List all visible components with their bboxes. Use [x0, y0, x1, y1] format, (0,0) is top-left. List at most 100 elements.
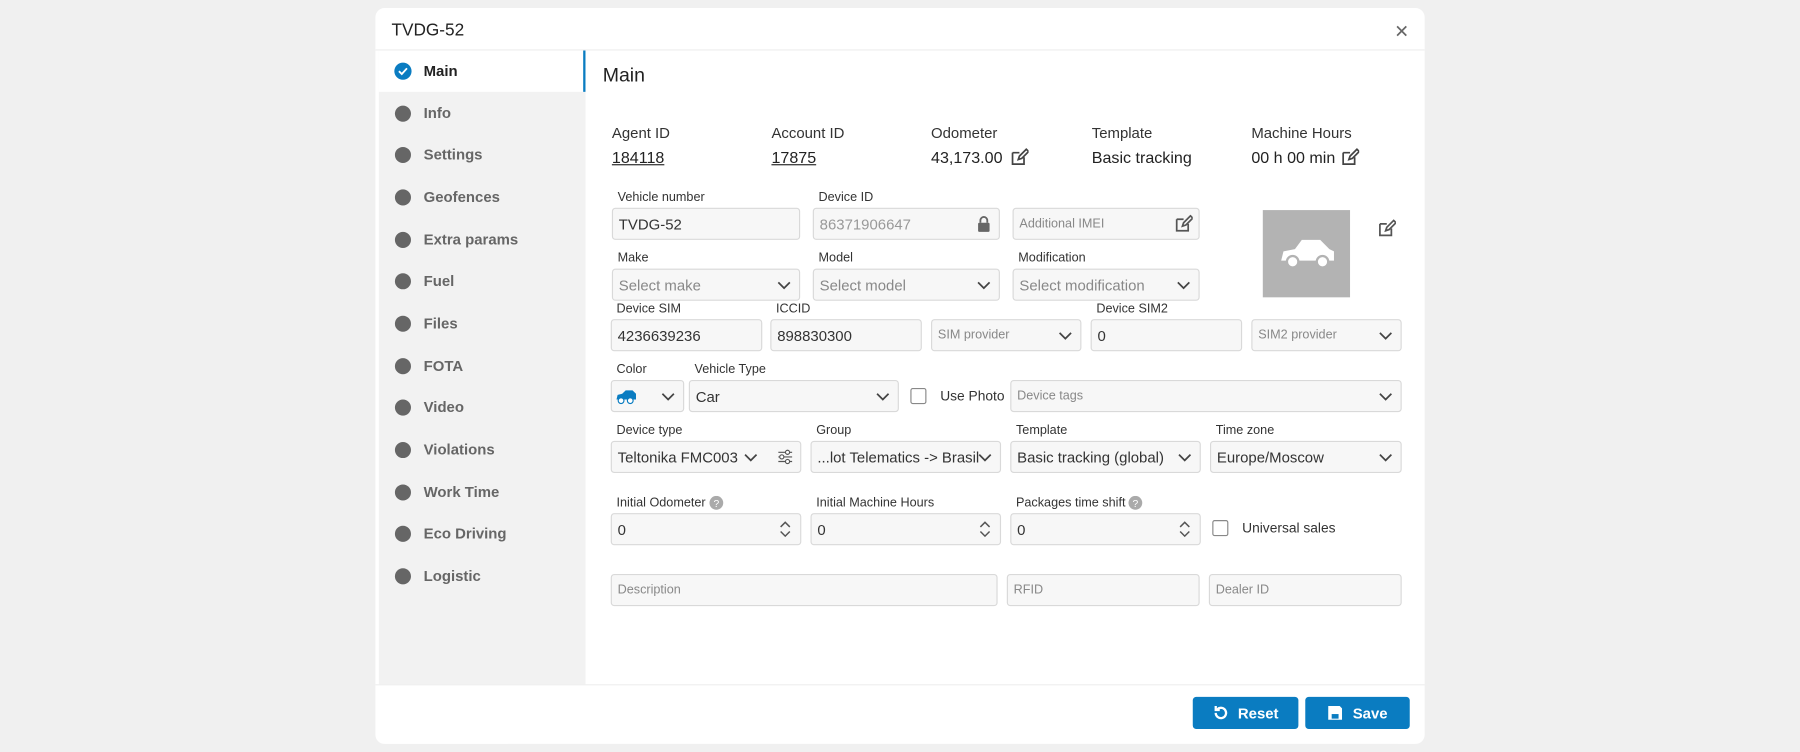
- sidebar-icon: [394, 399, 411, 416]
- sidebar-icon: [394, 105, 411, 122]
- input[interactable]: ...lot Telematics -> Brasil: [810, 440, 1002, 473]
- sidebar-item[interactable]: Files: [423, 314, 458, 332]
- spinner: [780, 521, 791, 538]
- input[interactable]: 898830300: [770, 319, 922, 352]
- sidebar-icon: [394, 315, 411, 332]
- input[interactable]: SIM2 provider: [1251, 319, 1402, 352]
- input[interactable]: 0: [1010, 513, 1201, 546]
- svg-text:?: ?: [1132, 499, 1138, 510]
- input[interactable]: Europe/Moscow: [1209, 440, 1402, 473]
- checkbox[interactable]: [1212, 520, 1229, 537]
- input[interactable]: TVDG-52: [611, 207, 801, 240]
- input[interactable]: SIM provider: [931, 319, 1082, 352]
- summary-value: 43,173.00: [931, 148, 1003, 167]
- field-label: Device type: [616, 423, 683, 438]
- edit-icon: [1175, 214, 1193, 232]
- summary-value: Basic tracking: [1091, 148, 1192, 167]
- sidebar-item[interactable]: Fuel: [423, 272, 455, 290]
- save-button[interactable]: Save: [1305, 696, 1410, 729]
- summary-label: Account ID: [771, 123, 845, 142]
- input[interactable]: Select make: [611, 268, 801, 301]
- sidebar-icon: [394, 189, 411, 206]
- checkbox-label: Universal sales: [1242, 520, 1336, 537]
- sidebar-item[interactable]: Settings: [423, 146, 483, 164]
- chevron: [744, 453, 758, 462]
- sidebar-active: [378, 50, 586, 92]
- sidebar: [378, 50, 586, 685]
- sidebar-item[interactable]: Info: [423, 104, 451, 122]
- sidebar-item[interactable]: Logistic: [423, 566, 481, 585]
- chevron: [1178, 453, 1192, 462]
- chevron: [1379, 393, 1392, 401]
- field-label: ICCID: [776, 301, 811, 316]
- reset-button[interactable]: Reset: [1192, 696, 1299, 729]
- modal-title: TVDG-52: [391, 20, 465, 41]
- edit-icon: [1342, 148, 1360, 166]
- car-image: [1281, 239, 1334, 269]
- input[interactable]: 0: [610, 513, 802, 546]
- checkbox[interactable]: [910, 388, 927, 405]
- input[interactable]: 0: [810, 513, 1002, 546]
- save-label: Save: [1352, 704, 1388, 722]
- field-label: Model: [818, 251, 853, 266]
- chevron: [661, 393, 675, 401]
- chevron: [777, 281, 791, 290]
- input[interactable]: 86371906647: [812, 207, 1000, 240]
- summary-value[interactable]: 184118: [611, 148, 665, 167]
- field-label: Packages time shift: [1015, 495, 1126, 510]
- sidebar-item[interactable]: Eco Driving: [423, 524, 507, 543]
- sidebar-icon: [394, 568, 411, 585]
- input[interactable]: Dealer ID: [1208, 574, 1402, 607]
- help-icon: ?: [709, 495, 724, 510]
- field-label: Group: [816, 423, 852, 438]
- input[interactable]: Teltonika FMC003: [610, 440, 802, 473]
- sidebar-item[interactable]: FOTA: [423, 356, 464, 374]
- settings-icon: [778, 449, 793, 465]
- input[interactable]: 0: [1090, 319, 1243, 352]
- sidebar-item[interactable]: Extra params: [423, 230, 519, 248]
- field-label: Initial Odometer: [616, 495, 706, 510]
- save-icon: [1328, 706, 1343, 720]
- input[interactable]: Device tags: [1010, 379, 1402, 413]
- sidebar-item[interactable]: Geofences: [423, 188, 500, 206]
- reset-icon: [1214, 706, 1228, 720]
- color-car: [616, 390, 636, 405]
- sidebar-item[interactable]: Work Time: [423, 482, 500, 500]
- divider: [375, 49, 1425, 51]
- sidebar-item[interactable]: Violations: [423, 440, 495, 458]
- summary-value: 00 h 00 min: [1251, 148, 1336, 167]
- input[interactable]: Basic tracking (global): [1010, 440, 1201, 473]
- input[interactable]: Select model: [812, 268, 1000, 301]
- close-button[interactable]: [1394, 23, 1410, 39]
- field-label: Modification: [1018, 251, 1086, 266]
- field-label: Vehicle number: [617, 190, 705, 205]
- input[interactable]: Additional IMEI: [1012, 207, 1200, 240]
- summary-label: Agent ID: [611, 123, 670, 142]
- summary-label: Machine Hours: [1251, 123, 1352, 142]
- sidebar-item[interactable]: Main: [423, 61, 458, 80]
- input[interactable]: 4236639236: [610, 319, 763, 352]
- input[interactable]: RFID: [1006, 574, 1200, 607]
- photo: [1262, 210, 1351, 298]
- chevron: [876, 393, 890, 401]
- active-indicator: [583, 50, 586, 92]
- sidebar-icon: [394, 62, 412, 80]
- field-label: Vehicle Type: [694, 362, 766, 377]
- sidebar-item[interactable]: Video: [423, 398, 464, 416]
- checkbox-label: Use Photo: [940, 388, 1005, 405]
- help-icon: ?: [1128, 495, 1143, 510]
- field-label: Initial Machine Hours: [816, 495, 935, 510]
- field-label: Make: [617, 251, 649, 266]
- input[interactable]: Description: [610, 574, 998, 607]
- chevron: [1058, 332, 1072, 340]
- field-label: Device SIM: [616, 301, 682, 316]
- photo-edit[interactable]: [1378, 219, 1396, 237]
- sidebar-icon: [394, 147, 411, 164]
- sidebar-icon: [394, 441, 411, 458]
- input[interactable]: Car: [688, 379, 899, 413]
- section-title: Main: [602, 64, 646, 87]
- summary-value[interactable]: 17875: [771, 148, 817, 167]
- input[interactable]: Select modification: [1012, 268, 1200, 301]
